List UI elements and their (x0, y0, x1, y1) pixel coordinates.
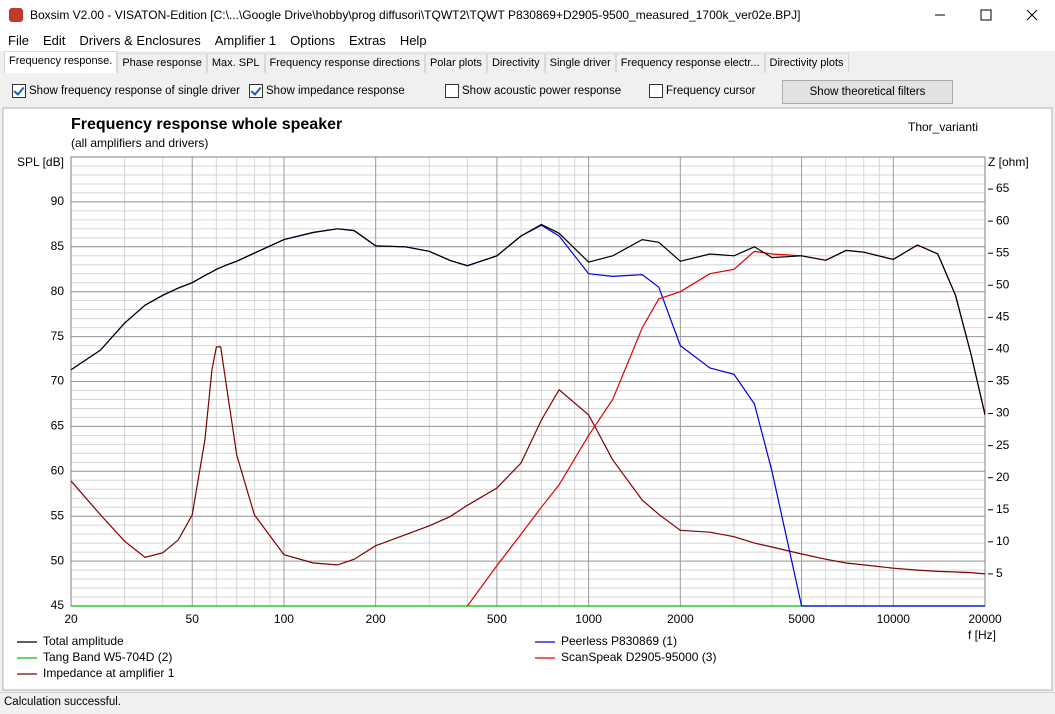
y2-tick-label: 30 (996, 406, 1010, 420)
checkbox[interactable] (12, 84, 26, 98)
checkbox-label: Show impedance response (266, 85, 405, 97)
tab[interactable]: Frequency response electr... (615, 53, 765, 73)
theoretical-filters-button[interactable]: Show theoretical filters (782, 80, 953, 104)
y2-tick-label: 35 (996, 374, 1010, 388)
tab[interactable]: Polar plots (424, 53, 487, 73)
y-tick-label: 45 (51, 598, 65, 612)
y-tick-label: 55 (51, 508, 65, 522)
y2-axis-label: Z [ohm] (988, 155, 1029, 169)
y2-tick-label: 5 (996, 566, 1003, 580)
tab[interactable]: Directivity plots (764, 53, 849, 73)
legend-label: Total amplitude (43, 634, 124, 648)
app-icon (9, 8, 23, 22)
tab[interactable]: Single driver (544, 53, 616, 73)
checkbox[interactable] (649, 84, 663, 98)
x-tick-label: 2000 (667, 612, 694, 626)
checkbox-option[interactable]: Show acoustic power response (445, 84, 621, 98)
x-tick-label: 20 (64, 612, 78, 626)
legend-label: Tang Band W5-704D (2) (43, 650, 172, 664)
series-line (71, 346, 985, 575)
checkbox[interactable] (445, 84, 459, 98)
chart-subtitle: (all amplifiers and drivers) (71, 136, 208, 150)
y2-tick-label: 25 (996, 438, 1010, 452)
x-tick-label: 100 (274, 612, 294, 626)
y-tick-label: 85 (51, 239, 65, 253)
menu-item[interactable]: Drivers & Enclosures (79, 33, 201, 48)
menu-item[interactable]: File (8, 33, 29, 48)
series-line (71, 223, 985, 415)
x-tick-label: 500 (487, 612, 507, 626)
y2-tick-label: 45 (996, 310, 1010, 324)
window-controls (935, 9, 1038, 21)
y2-tick-label: 60 (996, 213, 1010, 227)
maximize-button[interactable] (980, 9, 992, 21)
legend-label: ScanSpeak D2905-95000 (3) (561, 650, 716, 664)
chart-title: Frequency response whole speaker (71, 116, 342, 133)
checkbox-label: Show frequency response of single driver (29, 85, 240, 97)
y-tick-label: 50 (51, 553, 65, 567)
x-tick-label: 200 (366, 612, 386, 626)
x-axis-label: f [Hz] (968, 628, 996, 642)
y2-tick-label: 15 (996, 502, 1010, 516)
y-tick-label: 90 (51, 194, 65, 208)
tab[interactable]: Frequency response directions (264, 53, 425, 73)
x-tick-label: 5000 (788, 612, 815, 626)
y-tick-label: 80 (51, 284, 65, 298)
tab[interactable]: Frequency response. (4, 51, 118, 73)
y2-tick-label: 10 (996, 534, 1010, 548)
checkbox-option[interactable]: Frequency cursor (649, 84, 755, 98)
x-tick-label: 1000 (575, 612, 602, 626)
title-bar: Boxsim V2.00 - VISATON-Edition [C:\...\G… (0, 0, 1055, 30)
y-tick-label: 60 (51, 463, 65, 477)
window-title: Boxsim V2.00 - VISATON-Edition [C:\...\G… (30, 8, 801, 22)
tab[interactable]: Phase response (117, 53, 207, 73)
annotation: Thor_varianti (908, 120, 978, 134)
menu-bar: File Edit Drivers & Enclosures Amplifier 1 O… (0, 30, 1055, 51)
checkbox-option[interactable]: Show frequency response of single driver (12, 84, 240, 98)
y-axis-label: SPL [dB] (17, 155, 64, 169)
status-bar: Calculation successful. (0, 692, 1055, 714)
legend-label: Impedance at amplifier 1 (43, 666, 175, 680)
close-button[interactable] (1026, 9, 1038, 21)
x-tick-label: 20000 (968, 612, 1002, 626)
y2-tick-label: 40 (996, 342, 1010, 356)
menu-item[interactable]: Options (290, 33, 335, 48)
menu-item[interactable]: Amplifier 1 (214, 33, 277, 48)
y2-tick-label: 65 (996, 181, 1010, 195)
x-tick-label: 50 (186, 612, 200, 626)
tab[interactable]: Directivity (486, 53, 545, 73)
menu-item[interactable]: Help (399, 33, 427, 48)
y2-tick-label: 20 (996, 470, 1010, 484)
y2-tick-label: 55 (996, 245, 1010, 259)
legend-label: Peerless P830869 (1) (561, 634, 677, 648)
status-text: Calculation successful. (4, 696, 121, 708)
menu-item[interactable]: Extras (348, 33, 386, 48)
tab-bar: Frequency response. Phase response Max. SP… (4, 51, 849, 73)
checkbox[interactable] (249, 84, 263, 98)
y2-tick-label: 50 (996, 277, 1010, 291)
tab[interactable]: Max. SPL (206, 53, 265, 73)
y-tick-label: 65 (51, 419, 65, 433)
checkbox-option[interactable]: Show impedance response (249, 84, 405, 98)
x-tick-label: 10000 (877, 612, 911, 626)
y-tick-label: 70 (51, 374, 65, 388)
menu-item[interactable]: Edit (42, 33, 66, 48)
y-tick-label: 75 (51, 329, 65, 343)
checkbox-label: Show acoustic power response (462, 85, 622, 97)
checkbox-label: Frequency cursor (666, 85, 756, 97)
